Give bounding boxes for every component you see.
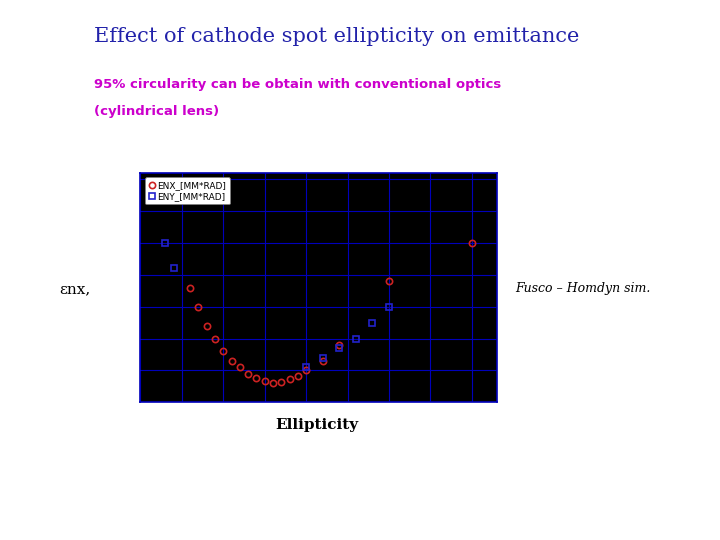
Text: (cylindrical lens): (cylindrical lens)	[94, 105, 219, 118]
Line: ENX_[MM*RAD]: ENX_[MM*RAD]	[187, 240, 475, 386]
ENX_[MM*RAD]	[384, 278, 393, 285]
ENX_[MM*RAD]	[467, 240, 476, 246]
ENY_[MM*RAD]	[368, 319, 377, 326]
ENX_[MM*RAD]	[194, 303, 203, 310]
ENX_[MM*RAD]	[211, 335, 220, 342]
ENX_[MM*RAD]	[285, 376, 294, 382]
ENX_[MM*RAD]	[277, 379, 286, 385]
ENX_[MM*RAD]	[244, 370, 253, 377]
Text: εnx,: εnx,	[59, 282, 90, 296]
Legend: ENX_[MM*RAD], ENY_[MM*RAD]: ENX_[MM*RAD], ENY_[MM*RAD]	[145, 177, 230, 204]
ENX_[MM*RAD]	[228, 357, 236, 364]
ENY_[MM*RAD]	[351, 335, 360, 342]
ENX_[MM*RAD]	[252, 375, 261, 381]
ENY_[MM*RAD]	[302, 364, 310, 370]
Text: Ellipticity: Ellipticity	[275, 418, 359, 433]
ENX_[MM*RAD]	[186, 284, 194, 291]
ENX_[MM*RAD]	[202, 322, 211, 329]
ENY_[MM*RAD]	[153, 195, 161, 201]
ENX_[MM*RAD]	[318, 357, 327, 364]
ENY_[MM*RAD]	[384, 303, 393, 310]
ENX_[MM*RAD]	[294, 372, 302, 379]
Text: Effect of cathode spot ellipticity on emittance: Effect of cathode spot ellipticity on em…	[94, 27, 579, 46]
ENY_[MM*RAD]	[318, 354, 327, 361]
Text: Fusco – Homdyn sim.: Fusco – Homdyn sim.	[515, 282, 650, 295]
ENX_[MM*RAD]	[302, 367, 310, 374]
ENX_[MM*RAD]	[235, 364, 244, 370]
Line: ENY_[MM*RAD]: ENY_[MM*RAD]	[154, 195, 392, 370]
ENX_[MM*RAD]	[269, 380, 277, 387]
ENY_[MM*RAD]	[335, 345, 343, 352]
ENY_[MM*RAD]	[161, 240, 170, 246]
ENX_[MM*RAD]	[219, 348, 228, 355]
ENX_[MM*RAD]	[335, 342, 343, 348]
ENX_[MM*RAD]	[261, 378, 269, 384]
Text: 95% circularity can be obtain with conventional optics: 95% circularity can be obtain with conve…	[94, 78, 501, 91]
ENY_[MM*RAD]	[169, 265, 178, 272]
